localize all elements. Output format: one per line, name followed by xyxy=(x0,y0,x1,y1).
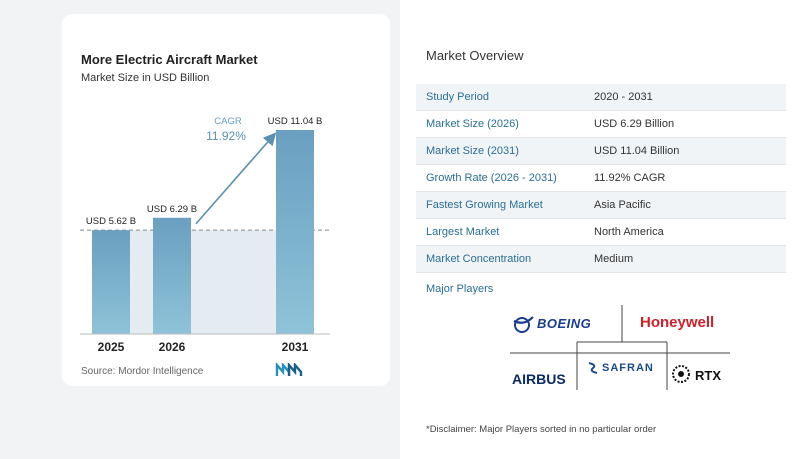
table-row: Market Size (2026) USD 6.29 Billion xyxy=(416,111,786,138)
row-value: Medium xyxy=(594,253,634,265)
table-row: Growth Rate (2026 - 2031) 11.92% CAGR xyxy=(416,165,786,192)
chart-subtitle: Market Size in USD Billion xyxy=(81,72,210,84)
table-row: Market Size (2031) USD 11.04 Billion xyxy=(416,138,786,165)
overview-table: Study Period 2020 - 2031 Market Size (20… xyxy=(416,84,786,273)
bar-2026 xyxy=(153,217,191,334)
row-value: 2020 - 2031 xyxy=(594,91,653,103)
row-label: Fastest Growing Market xyxy=(426,199,543,211)
bar-chart: USD 5.62 B 2025 USD 6.29 B 2026 USD 11.04 B 2… xyxy=(80,116,330,354)
rtx-logo-icon xyxy=(672,365,690,383)
row-label: Market Concentration xyxy=(426,253,532,265)
row-value: Asia Pacific xyxy=(594,199,651,211)
table-row: Market Concentration Medium xyxy=(416,246,786,273)
value-label-2025: USD 5.62 B xyxy=(86,216,136,227)
x-tick-2031: 2031 xyxy=(282,340,309,354)
players-logo-grid xyxy=(510,305,730,390)
mordor-logo-icon xyxy=(275,363,303,376)
bar-2031 xyxy=(276,130,314,334)
x-tick-2026: 2026 xyxy=(159,340,186,354)
source-text: Source: Mordor Intelligence xyxy=(81,366,204,377)
boeing-logo-icon xyxy=(513,316,534,333)
rtx-logo: RTX xyxy=(695,368,721,383)
row-label: Market Size (2026) xyxy=(426,118,519,130)
row-value: USD 11.04 Billion xyxy=(594,145,680,157)
major-players-title: Major Players xyxy=(426,283,494,295)
value-label-2026: USD 6.29 B xyxy=(147,204,197,215)
table-row: Study Period 2020 - 2031 xyxy=(416,84,786,111)
overview-panel xyxy=(400,0,800,459)
honeywell-logo: Honeywell xyxy=(640,314,715,331)
value-label-2031: USD 11.04 B xyxy=(268,116,323,127)
row-value: USD 6.29 Billion xyxy=(594,118,675,130)
row-label: Growth Rate (2026 - 2031) xyxy=(426,172,557,184)
row-label: Study Period xyxy=(426,91,489,103)
safran-logo-icon xyxy=(588,362,598,374)
cagr-arrow xyxy=(195,132,277,225)
boeing-logo: BOEING xyxy=(537,316,592,331)
disclaimer-text: *Disclaimer: Major Players sorted in no … xyxy=(426,424,657,435)
x-tick-2025: 2025 xyxy=(98,340,125,354)
cagr-value: 11.92% xyxy=(206,129,246,143)
table-row: Fastest Growing Market Asia Pacific xyxy=(416,192,786,219)
chart-title: More Electric Aircraft Market xyxy=(81,52,258,67)
table-row: Largest Market North America xyxy=(416,219,786,246)
safran-logo: SAFRAN xyxy=(602,362,654,374)
row-label: Largest Market xyxy=(426,226,500,238)
overview-title: Market Overview xyxy=(426,48,524,63)
bar-2025 xyxy=(92,230,130,334)
row-value: North America xyxy=(594,226,664,238)
row-value: 11.92% CAGR xyxy=(594,172,666,184)
cagr-label: CAGR xyxy=(214,116,242,127)
row-label: Market Size (2031) xyxy=(426,145,519,157)
airbus-logo: AIRBUS xyxy=(512,371,566,387)
